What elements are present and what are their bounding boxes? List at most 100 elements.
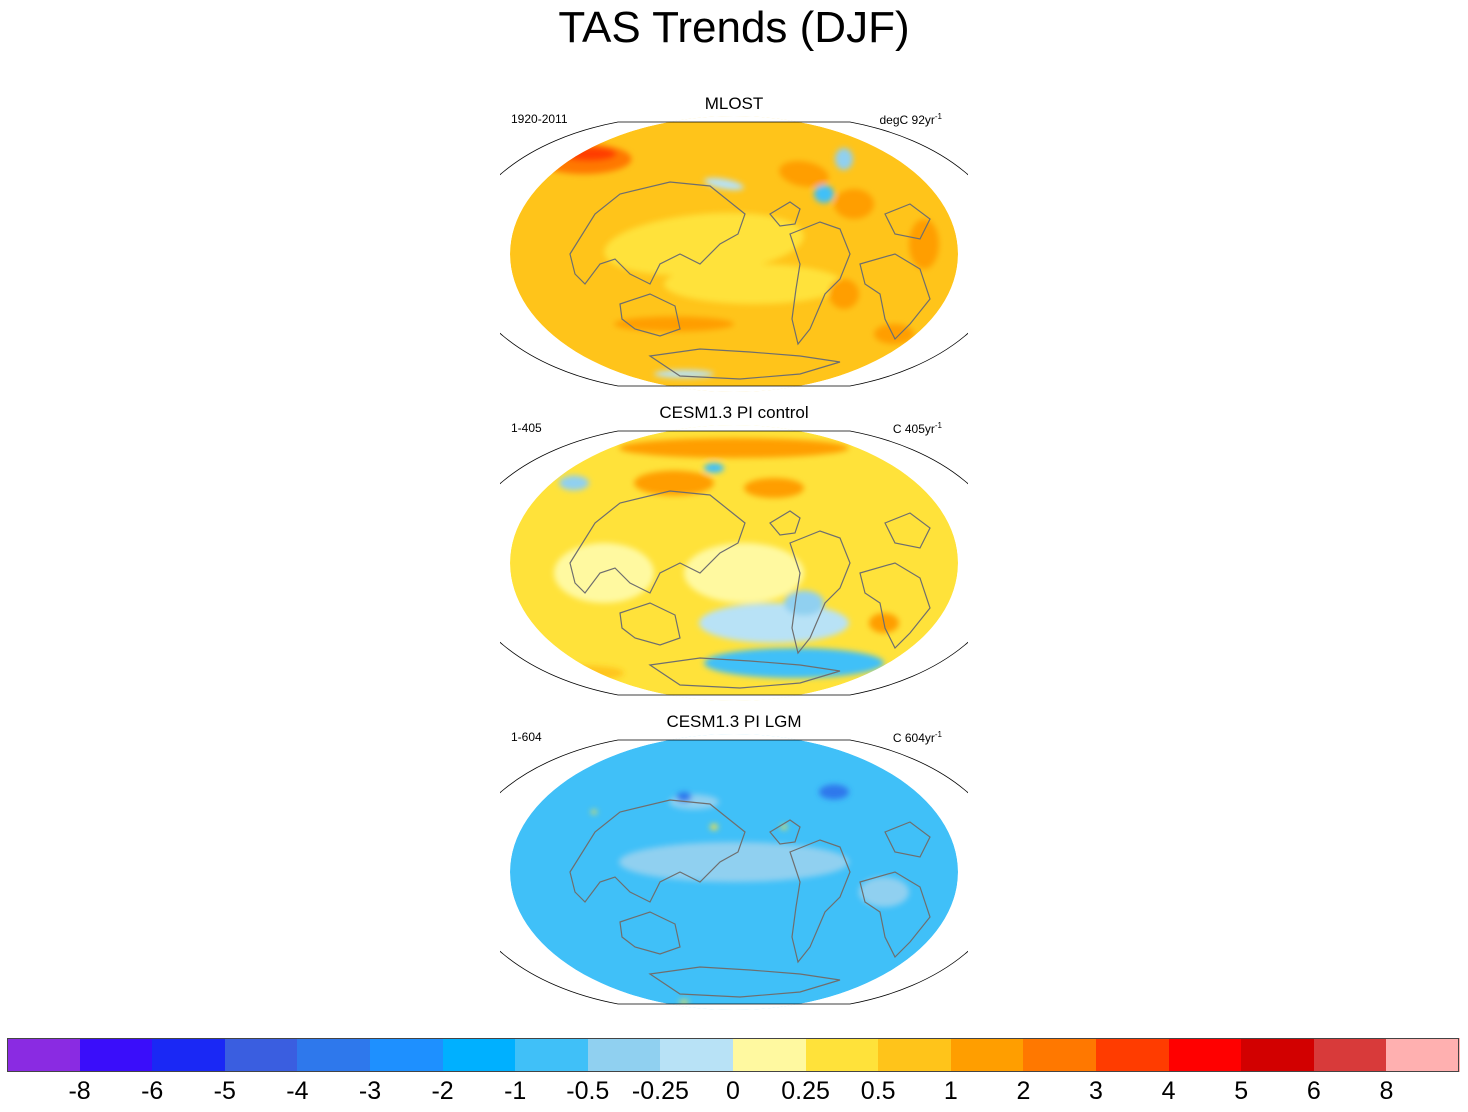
trend-anomaly-region <box>704 177 744 191</box>
panel-title: MLOST <box>704 94 764 113</box>
map-top-cut <box>510 734 958 740</box>
panel-title: CESM1.3 PI LGM <box>666 712 802 731</box>
trend-anomaly-region <box>699 603 849 643</box>
panel-units: degC 92yr-1 <box>879 112 943 127</box>
trend-anomaly-region <box>664 264 844 304</box>
colorbar-swatch <box>297 1038 371 1072</box>
trend-anomaly-region <box>551 142 577 150</box>
colorbar-swatch <box>442 1038 516 1072</box>
continent-outline <box>569 181 746 285</box>
trend-anomaly-region <box>561 147 617 161</box>
colorbar-swatch <box>1386 1038 1460 1072</box>
trend-anomaly-region <box>679 1000 689 1004</box>
trend-anomaly-region <box>704 463 724 473</box>
map-outline <box>500 430 968 696</box>
continent-outline <box>859 253 931 341</box>
colorbar-tick-label: 8 <box>1379 1077 1394 1105</box>
trend-anomaly-region <box>591 810 597 814</box>
trend-anomaly-region <box>619 438 849 458</box>
trend-anomaly-region <box>614 316 734 332</box>
continent-outline <box>789 530 851 655</box>
map-bottom-cut <box>510 386 958 392</box>
colorbar-tick-label: 6 <box>1306 1077 1321 1105</box>
trend-anomaly-region <box>835 148 853 170</box>
continent-outline <box>648 657 841 689</box>
continent-outline <box>648 966 841 998</box>
continent-outline <box>884 821 931 858</box>
colorbar-tick-label: -1 <box>504 1077 527 1105</box>
trend-anomaly-region <box>710 824 718 830</box>
trend-anomaly-region <box>559 475 589 491</box>
colorbar-swatch <box>515 1038 589 1072</box>
trend-anomaly-region <box>604 212 804 276</box>
continent-outline <box>619 293 681 337</box>
trend-anomaly-region <box>544 665 624 681</box>
colorbar-swatch <box>950 1038 1024 1072</box>
continent-outline <box>859 871 931 959</box>
trend-anomaly-region <box>814 185 834 203</box>
colorbar-tick-label: -0.25 <box>631 1077 689 1105</box>
continent-outline <box>769 201 801 227</box>
trend-anomaly-region <box>874 324 914 344</box>
colorbar-tick-label: -8 <box>68 1077 91 1105</box>
colorbar-swatch <box>79 1038 153 1072</box>
continent-outline <box>569 490 746 594</box>
continent-outline <box>884 203 931 240</box>
map-field <box>510 734 958 1010</box>
figure-title: TAS Trends (DJF) <box>558 3 910 52</box>
panel-period: 1-604 <box>511 730 542 744</box>
panel-title: CESM1.3 PI control <box>659 403 809 422</box>
trend-anomaly-region <box>634 470 714 496</box>
continent-outline <box>789 839 851 964</box>
map-top-cut <box>510 425 958 431</box>
trend-anomaly-region <box>684 543 804 603</box>
trend-anomaly-region <box>781 824 787 830</box>
colorbar-tick-label: -6 <box>141 1077 164 1105</box>
colorbar-tick-label: -0.5 <box>566 1077 610 1105</box>
colorbar-tick-label: -3 <box>358 1077 382 1105</box>
colorbar-tick-label: 5 <box>1234 1077 1249 1105</box>
colorbar-swatch <box>1313 1038 1387 1072</box>
colorbar-tick-label: 4 <box>1161 1077 1176 1105</box>
colorbar-swatch <box>805 1038 879 1072</box>
continent-outline <box>769 819 801 845</box>
colorbar-swatch <box>1168 1038 1242 1072</box>
colorbar-swatch <box>224 1038 298 1072</box>
panel-period: 1920-2011 <box>511 112 568 126</box>
panel-units: C 405yr-1 <box>892 421 942 436</box>
panel-period: 1-405 <box>511 421 542 435</box>
trend-anomaly-region <box>829 279 859 309</box>
map-field <box>510 116 958 392</box>
colorbar-tick-label: -2 <box>431 1077 454 1105</box>
world-map-observed <box>500 116 968 392</box>
colorbar-swatch <box>1096 1038 1170 1072</box>
trend-anomaly-region <box>779 160 829 188</box>
map-panel-control: CESM1.3 PI control 1-405 C 405yr-1 <box>500 403 968 703</box>
colorbar-swatch <box>7 1038 81 1072</box>
continent-outline <box>859 562 931 650</box>
colorbar-tick-label: 1 <box>943 1077 958 1105</box>
colorbar-tick-label: 2 <box>1016 1077 1031 1105</box>
colorbar-swatch <box>370 1038 444 1072</box>
colorbar-tick-label: 0.5 <box>860 1077 896 1105</box>
colorbar-tick-label: 3 <box>1089 1077 1103 1105</box>
colorbar-swatch <box>152 1038 226 1072</box>
colorbar-tick-label: -5 <box>213 1077 236 1105</box>
trend-anomaly-region <box>744 478 804 498</box>
colorbar-frame <box>7 1038 1459 1072</box>
trend-anomaly-region <box>859 877 909 907</box>
continent-outline <box>619 602 681 646</box>
trend-anomaly-region <box>834 189 874 219</box>
colorbar-swatch <box>587 1038 661 1072</box>
map-bottom-cut <box>510 695 958 701</box>
continent-outline <box>884 512 931 549</box>
map-panel-mlost: MLOST 1920-2011 degC 92yr-1 <box>500 94 968 394</box>
map-field <box>510 425 958 701</box>
map-outline <box>500 739 968 1005</box>
continent-outline <box>569 799 746 903</box>
colorbar-swatch <box>660 1038 734 1072</box>
continent-outline <box>619 911 681 955</box>
trend-anomaly-region <box>909 219 939 269</box>
trend-anomaly-region <box>784 590 824 616</box>
map-outline <box>500 121 968 387</box>
